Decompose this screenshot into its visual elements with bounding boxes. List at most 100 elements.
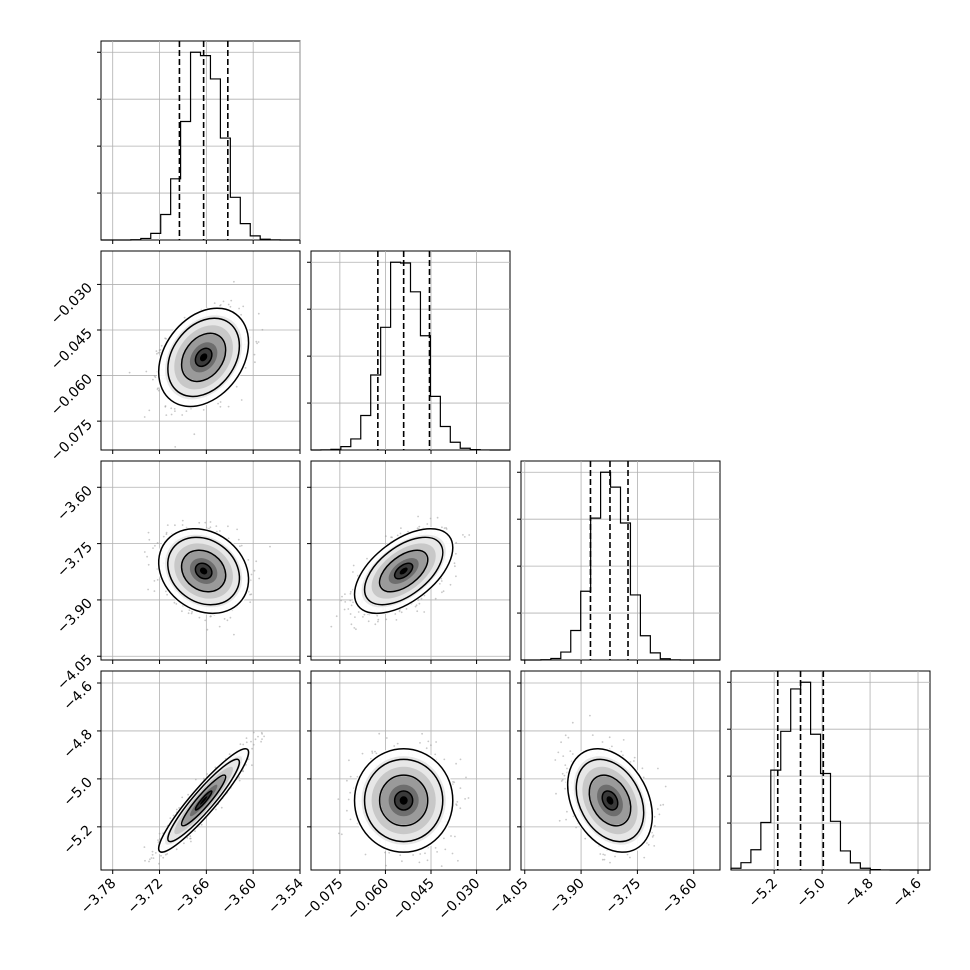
sample-point [242, 305, 245, 308]
sample-point [147, 563, 150, 566]
sample-point [344, 601, 347, 603]
sample-point [145, 370, 148, 373]
sample-point [343, 608, 346, 611]
sample-point [146, 555, 149, 558]
sample-point [226, 619, 229, 622]
sample-point [202, 409, 205, 411]
sample-point [454, 565, 456, 568]
sample-point [166, 524, 169, 526]
sample-point [349, 613, 352, 615]
sample-point [190, 612, 193, 615]
sample-point [423, 611, 426, 613]
sample-point [204, 521, 207, 524]
sample-point [233, 633, 235, 636]
sample-point [352, 571, 354, 573]
sample-point [468, 534, 471, 536]
sample-point [453, 562, 456, 565]
sample-point [261, 328, 264, 331]
sample-point [236, 528, 239, 531]
sample-point [269, 545, 271, 548]
sample-point [463, 536, 466, 538]
sample-point [385, 618, 388, 621]
histogram-panel-2 [517, 460, 721, 664]
sample-point [253, 353, 256, 356]
sample-point [213, 302, 216, 304]
sample-point [258, 577, 261, 580]
sample-point [193, 433, 196, 436]
sample-point [157, 389, 160, 392]
sample-point [455, 552, 457, 555]
sample-point [377, 620, 379, 623]
sample-point [229, 616, 232, 619]
sample-point [441, 591, 443, 594]
sample-point [153, 590, 156, 592]
y-tick-label: −3.60 [54, 483, 96, 525]
sample-point [222, 300, 225, 303]
sample-point [400, 611, 403, 614]
sample-point [363, 613, 366, 616]
sample-point [157, 351, 160, 354]
sample-point [349, 591, 352, 593]
sample-point [166, 593, 169, 596]
y-tick-label: −3.75 [54, 539, 96, 581]
sample-point [395, 619, 398, 621]
sample-point [191, 611, 194, 613]
sample-point [354, 616, 356, 618]
histogram-panel-3: −5.2 −5.0 −4.8 −4.6 [727, 670, 931, 911]
sample-point [420, 597, 423, 600]
sample-point [160, 344, 163, 347]
sample-point [143, 551, 146, 553]
sample-point [353, 627, 356, 629]
sample-point [418, 525, 421, 528]
sample-point [415, 604, 418, 607]
sample-point [181, 524, 184, 526]
sample-point [449, 583, 452, 586]
sample-point [165, 337, 168, 340]
y-tick-label: −0.030 [48, 280, 96, 328]
sample-point [148, 538, 151, 541]
sample-point [233, 280, 235, 283]
sample-point [155, 350, 158, 352]
sample-point [173, 601, 176, 604]
sample-point [257, 312, 260, 315]
scatter-panel-1-0: −0.030−0.045−0.060−0.075 [48, 250, 301, 465]
y-tick-label: −0.045 [48, 326, 96, 374]
sample-point [462, 534, 464, 536]
sample-point [219, 304, 222, 306]
sample-point [153, 580, 156, 582]
sample-point [426, 523, 429, 525]
panel-frame [520, 460, 721, 661]
sample-point [254, 361, 256, 364]
sample-point [350, 604, 353, 607]
sample-point [164, 405, 167, 408]
sample-point [394, 613, 397, 615]
sample-point [250, 573, 253, 576]
sample-point [204, 619, 207, 622]
sample-point [238, 307, 241, 310]
sample-point [223, 618, 226, 620]
sample-point [340, 599, 342, 602]
sample-point [198, 616, 201, 619]
sample-point [229, 305, 232, 308]
sample-point [147, 588, 150, 591]
y-tick-label: −0.075 [48, 417, 96, 465]
sample-point [400, 527, 402, 529]
sample-point [162, 535, 165, 538]
scatter-panel-3-0: −3.78 −3.72 −3.66 −3.60 −3.54−4.6−4.8−5.0−5.… [60, 670, 307, 917]
sample-point [156, 542, 159, 544]
sample-point [170, 413, 173, 416]
sample-point [217, 402, 220, 405]
sample-point [455, 575, 457, 578]
panel-frame [730, 670, 931, 871]
scatter-panel-2-1 [307, 460, 511, 664]
sample-point [183, 316, 186, 319]
sample-point [181, 610, 183, 613]
sample-point [148, 409, 151, 412]
sample-point [174, 410, 176, 412]
sample-point [442, 590, 445, 593]
sample-point [128, 371, 131, 374]
y-tick-label: −0.060 [48, 371, 96, 419]
sample-point [249, 601, 252, 604]
sample-point [396, 534, 399, 537]
